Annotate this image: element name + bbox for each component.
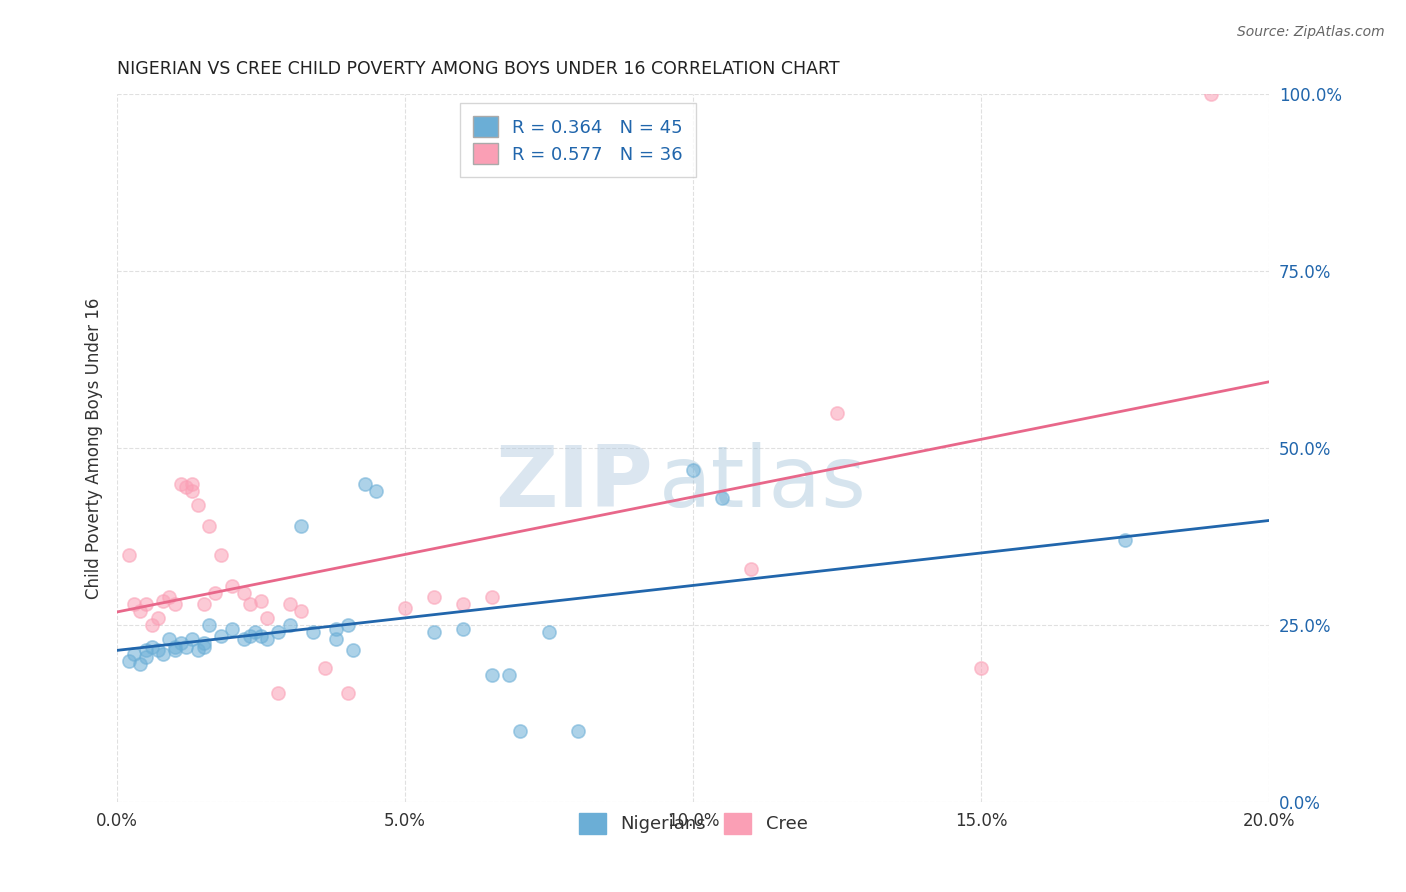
Point bbox=[232, 586, 254, 600]
Point bbox=[124, 597, 146, 611]
Point bbox=[1201, 87, 1223, 102]
Point bbox=[118, 548, 141, 562]
Point bbox=[176, 640, 198, 654]
Point bbox=[198, 519, 221, 533]
Point bbox=[325, 622, 347, 636]
Point bbox=[146, 611, 169, 625]
Point bbox=[509, 724, 531, 739]
Point bbox=[187, 498, 209, 512]
Point bbox=[353, 476, 375, 491]
Point bbox=[204, 586, 226, 600]
Point bbox=[129, 657, 152, 672]
Point bbox=[221, 622, 243, 636]
Point bbox=[314, 661, 336, 675]
Point bbox=[366, 483, 388, 498]
Text: ZIP: ZIP bbox=[495, 442, 652, 525]
Point bbox=[451, 597, 474, 611]
Legend: Nigerians, Cree: Nigerians, Cree bbox=[569, 804, 817, 843]
Point bbox=[290, 519, 312, 533]
Point bbox=[163, 597, 186, 611]
Point bbox=[141, 618, 163, 632]
Point bbox=[141, 640, 163, 654]
Point bbox=[325, 632, 347, 647]
Point bbox=[423, 625, 446, 640]
Point bbox=[118, 654, 141, 668]
Point bbox=[181, 632, 204, 647]
Point bbox=[152, 593, 174, 607]
Point bbox=[239, 597, 262, 611]
Point bbox=[481, 590, 503, 604]
Point bbox=[336, 618, 359, 632]
Point bbox=[290, 604, 312, 618]
Point bbox=[169, 636, 191, 650]
Point bbox=[163, 643, 186, 657]
Point bbox=[256, 611, 278, 625]
Point bbox=[481, 668, 503, 682]
Point bbox=[250, 629, 273, 643]
Point bbox=[423, 590, 446, 604]
Point bbox=[682, 462, 704, 476]
Text: NIGERIAN VS CREE CHILD POVERTY AMONG BOYS UNDER 16 CORRELATION CHART: NIGERIAN VS CREE CHILD POVERTY AMONG BOY… bbox=[117, 60, 839, 78]
Text: Source: ZipAtlas.com: Source: ZipAtlas.com bbox=[1237, 25, 1385, 39]
Point bbox=[245, 625, 267, 640]
Point bbox=[209, 548, 232, 562]
Point bbox=[498, 668, 520, 682]
Point bbox=[152, 647, 174, 661]
Point bbox=[740, 562, 762, 576]
Point bbox=[198, 618, 221, 632]
Point bbox=[267, 685, 290, 699]
Point bbox=[825, 406, 848, 420]
Point bbox=[250, 593, 273, 607]
Point bbox=[135, 643, 157, 657]
Point bbox=[342, 643, 364, 657]
Point bbox=[135, 597, 157, 611]
Point bbox=[710, 491, 733, 505]
Point bbox=[135, 650, 157, 665]
Point bbox=[181, 476, 204, 491]
Point bbox=[394, 600, 416, 615]
Point bbox=[302, 625, 325, 640]
Point bbox=[157, 632, 180, 647]
Point bbox=[567, 724, 589, 739]
Point bbox=[129, 604, 152, 618]
Point bbox=[232, 632, 254, 647]
Point bbox=[336, 685, 359, 699]
Point bbox=[451, 622, 474, 636]
Point bbox=[187, 643, 209, 657]
Point bbox=[193, 636, 215, 650]
Point bbox=[278, 618, 301, 632]
Point bbox=[239, 629, 262, 643]
Point bbox=[538, 625, 561, 640]
Point bbox=[256, 632, 278, 647]
Point bbox=[169, 476, 191, 491]
Point bbox=[181, 483, 204, 498]
Y-axis label: Child Poverty Among Boys Under 16: Child Poverty Among Boys Under 16 bbox=[86, 298, 103, 599]
Point bbox=[193, 640, 215, 654]
Point bbox=[1114, 533, 1136, 548]
Text: atlas: atlas bbox=[658, 442, 866, 525]
Point bbox=[221, 579, 243, 593]
Point bbox=[157, 590, 180, 604]
Point bbox=[163, 640, 186, 654]
Point bbox=[267, 625, 290, 640]
Point bbox=[146, 643, 169, 657]
Point bbox=[176, 480, 198, 494]
Point bbox=[124, 647, 146, 661]
Point bbox=[278, 597, 301, 611]
Point bbox=[193, 597, 215, 611]
Point bbox=[209, 629, 232, 643]
Point bbox=[970, 661, 993, 675]
